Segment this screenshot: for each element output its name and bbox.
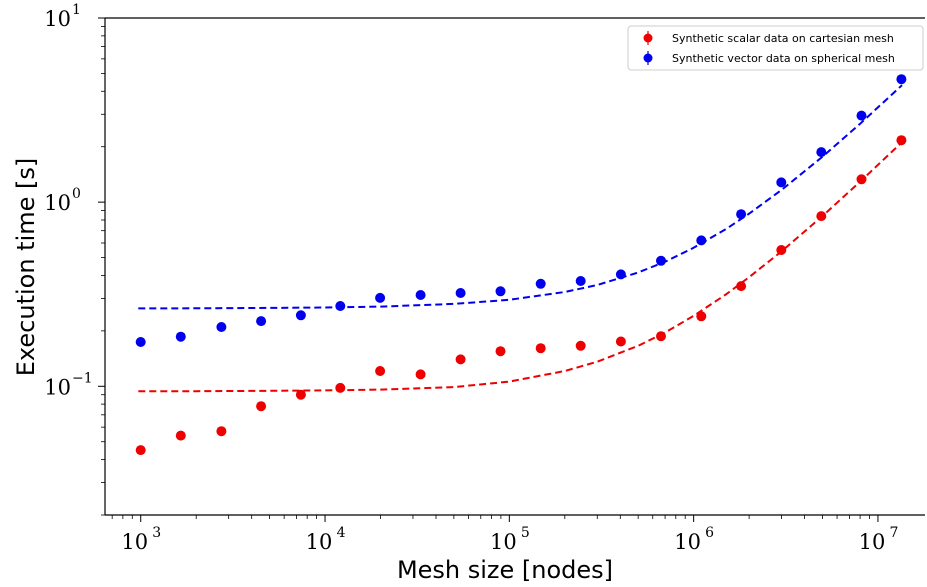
data-point-series-0 [776, 245, 787, 255]
data-point-series-1 [776, 177, 787, 188]
x-tick-exponent: 4 [337, 525, 346, 541]
data-point-series-1 [415, 290, 426, 300]
data-point-series-0 [216, 426, 227, 437]
y-tick-exponent: 1 [72, 2, 81, 18]
legend-box [627, 25, 924, 71]
axis-ticks: 10 3 10 4 10 5 10 6 10 710 −110 010 1 [44, 2, 898, 554]
y-axis-label: Execution time [s] [12, 158, 40, 376]
data-point-series-1 [896, 74, 907, 85]
legend-label-series-0: Synthetic scalar data on cartesian mesh [672, 32, 894, 45]
x-tick-exponent: 6 [705, 525, 714, 541]
data-point-series-0 [656, 331, 666, 342]
data-point-series-0 [736, 281, 747, 292]
data-point-series-0 [256, 401, 267, 412]
data-point-series-0 [816, 211, 827, 222]
legend-marker-series-1 [643, 53, 653, 63]
data-point-series-0 [175, 430, 186, 441]
data-point-series-1 [256, 316, 267, 327]
x-tick-label: 10 [859, 530, 886, 554]
data-point-series-0 [896, 135, 907, 146]
data-point-series-0 [375, 366, 386, 376]
data-point-series-1 [295, 310, 306, 321]
data-point-series-1 [535, 278, 546, 289]
y-tick-exponent: 0 [72, 186, 81, 202]
data-point-series-0 [415, 369, 426, 380]
y-tick-label: 10 [44, 375, 71, 399]
y-tick-label: 10 [44, 7, 71, 31]
x-tick-label: 10 [674, 530, 701, 554]
data-point-series-1 [375, 292, 386, 303]
plot-frame [104, 17, 925, 516]
data-point-series-1 [495, 286, 506, 297]
data-point-series-0 [495, 346, 506, 357]
fit-curve-series-1 [138, 84, 903, 310]
x-tick-label: 10 [306, 530, 333, 554]
data-point-series-0 [455, 354, 466, 365]
x-tick-exponent: 5 [521, 525, 530, 541]
fit-curves [138, 84, 903, 393]
data-point-series-0 [135, 445, 146, 456]
data-points [135, 74, 907, 456]
data-point-series-0 [575, 340, 586, 351]
data-point-series-1 [175, 331, 186, 342]
legend-marker-series-0 [643, 33, 653, 43]
y-tick-label: 10 [44, 191, 71, 215]
data-point-series-1 [455, 288, 466, 298]
x-tick-exponent: 3 [152, 525, 161, 541]
data-point-series-1 [135, 337, 146, 347]
data-point-series-0 [696, 311, 707, 322]
data-point-series-1 [335, 301, 346, 311]
data-point-series-1 [696, 235, 707, 246]
x-axis-label: Mesh size [nodes] [397, 556, 613, 584]
data-point-series-0 [615, 336, 626, 347]
data-point-series-1 [656, 255, 666, 266]
data-point-series-0 [856, 174, 867, 185]
data-point-series-1 [216, 322, 227, 332]
data-point-series-0 [535, 343, 546, 354]
legend: Synthetic scalar data on cartesian mesh S… [627, 25, 924, 71]
x-tick-label: 10 [121, 530, 148, 554]
x-tick-exponent: 7 [889, 525, 898, 541]
data-point-series-1 [615, 269, 626, 280]
fit-curve-series-0 [138, 141, 903, 393]
x-tick-label: 10 [490, 530, 517, 554]
data-point-series-0 [295, 389, 306, 400]
data-point-series-1 [816, 147, 827, 158]
data-point-series-1 [856, 110, 867, 121]
data-point-series-1 [736, 209, 747, 220]
data-point-series-1 [575, 276, 586, 286]
y-tick-exponent: −1 [72, 370, 93, 386]
legend-label-series-1: Synthetic vector data on spherical mesh [672, 52, 895, 65]
data-point-series-0 [335, 382, 346, 393]
